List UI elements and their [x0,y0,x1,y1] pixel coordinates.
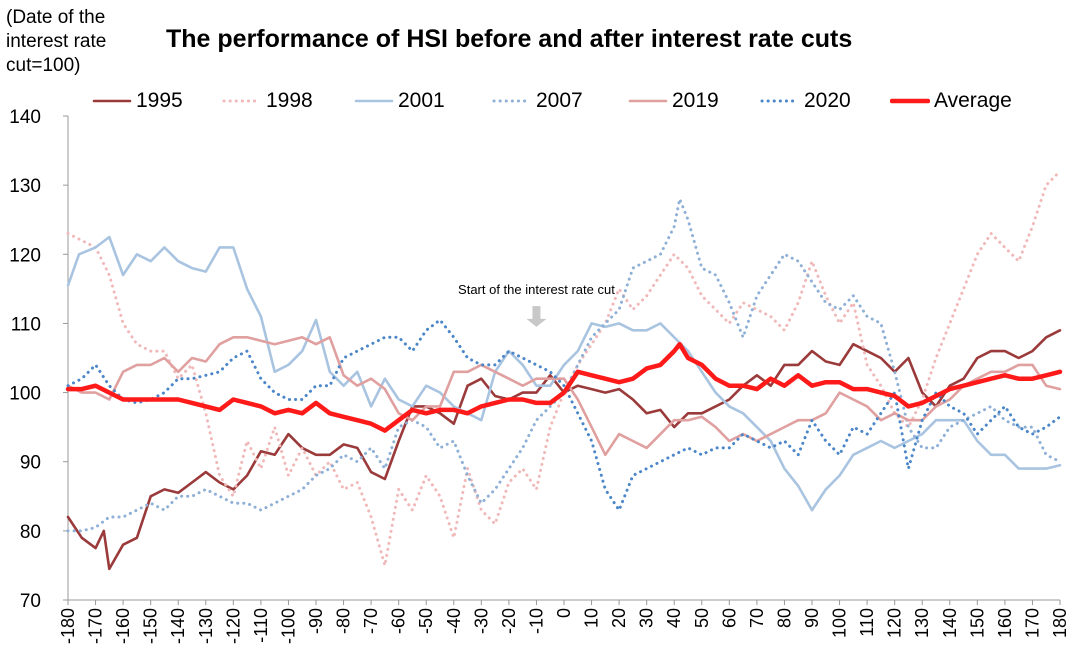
x-tick-label: 70 [747,608,767,628]
x-tick-label: 30 [637,608,657,628]
x-tick-label: -140 [168,608,188,644]
series-line-1995 [66,329,1062,571]
y-axis-title-line-2: interest rate [6,31,107,52]
legend-label: 1995 [136,89,183,112]
x-tick-label: -80 [334,608,354,634]
annotation-label: Start of the interest rate cut [458,282,615,297]
x-tick-label: 140 [940,608,960,638]
x-tick-label: 40 [664,608,684,628]
x-tick-label: -100 [278,608,298,644]
y-tick-label: 130 [9,176,41,197]
x-tick-label: 50 [692,608,712,628]
y-tick-label: 80 [20,522,41,543]
x-tick-label: -40 [444,608,464,634]
chart-title: The performance of HSI before and after … [166,25,853,53]
legend-swatch [628,99,668,103]
y-tick-label: 100 [9,384,41,405]
legend-label: 2019 [672,89,719,112]
legend-label: 2020 [804,89,851,112]
x-tick-label: 120 [885,608,905,638]
y-axis-title: (Date of the interest rate cut=100) [6,6,106,78]
chart-series [65,169,1063,571]
chart-annotation: Start of the interest rate cut [458,282,615,327]
y-tick-label: 110 [11,314,41,335]
x-tick-label: 0 [554,608,574,618]
x-tick-label: -150 [141,608,161,644]
x-tick-label: 150 [967,608,987,638]
y-axis-title-line-3: cut=100) [6,55,81,76]
x-tick-label: 10 [582,608,602,628]
x-tick-label: -70 [361,608,381,634]
legend-swatch [760,99,800,103]
x-tick-label: -60 [389,608,409,634]
series-line-2001 [66,235,1062,512]
x-tick-label: -120 [223,608,243,644]
y-tick-label: 140 [9,107,41,128]
legend-swatch [354,99,394,103]
x-tick-label: -50 [416,608,436,634]
x-tick-label: -110 [251,608,271,643]
legend-swatch [492,99,532,103]
annotation-arrow [526,306,547,327]
x-tick-label: 100 [830,608,850,638]
legend-label: Average [934,89,1012,112]
legend-swatch [222,99,262,103]
series-line-2020 [66,318,1062,512]
x-tick-label: 170 [1022,608,1042,638]
x-tick-label: 20 [609,608,629,628]
x-tick-label: -20 [499,608,519,634]
series-line-average [65,341,1063,433]
y-axis-title-line-1: (Date of the [6,7,106,28]
series-line-2019 [66,336,1062,457]
x-tick-label: -180 [58,608,78,644]
y-tick-label: 120 [9,245,41,266]
x-tick-label: -90 [306,608,326,634]
y-tick-label: 90 [20,453,41,474]
x-tick-label: -160 [113,608,133,644]
legend-swatch [890,98,930,104]
y-tick-label: 70 [20,591,41,612]
legend-swatch [92,99,132,103]
x-tick-label: 160 [995,608,1015,638]
x-tick-label: 180 [1050,608,1070,638]
legend-label: 1998 [266,89,313,112]
x-tick-label: 130 [912,608,932,638]
legend-label: 2007 [536,89,583,112]
x-tick-label: -130 [196,608,216,644]
x-tick-label: 90 [802,608,822,628]
x-tick-label: -10 [526,608,546,634]
x-tick-label: 110 [857,608,877,637]
x-tick-label: 60 [719,608,739,628]
legend-label: 2001 [398,89,445,112]
x-tick-label: -30 [471,608,491,634]
x-tick-label: 80 [774,608,794,628]
x-tick-label: -170 [86,608,106,644]
